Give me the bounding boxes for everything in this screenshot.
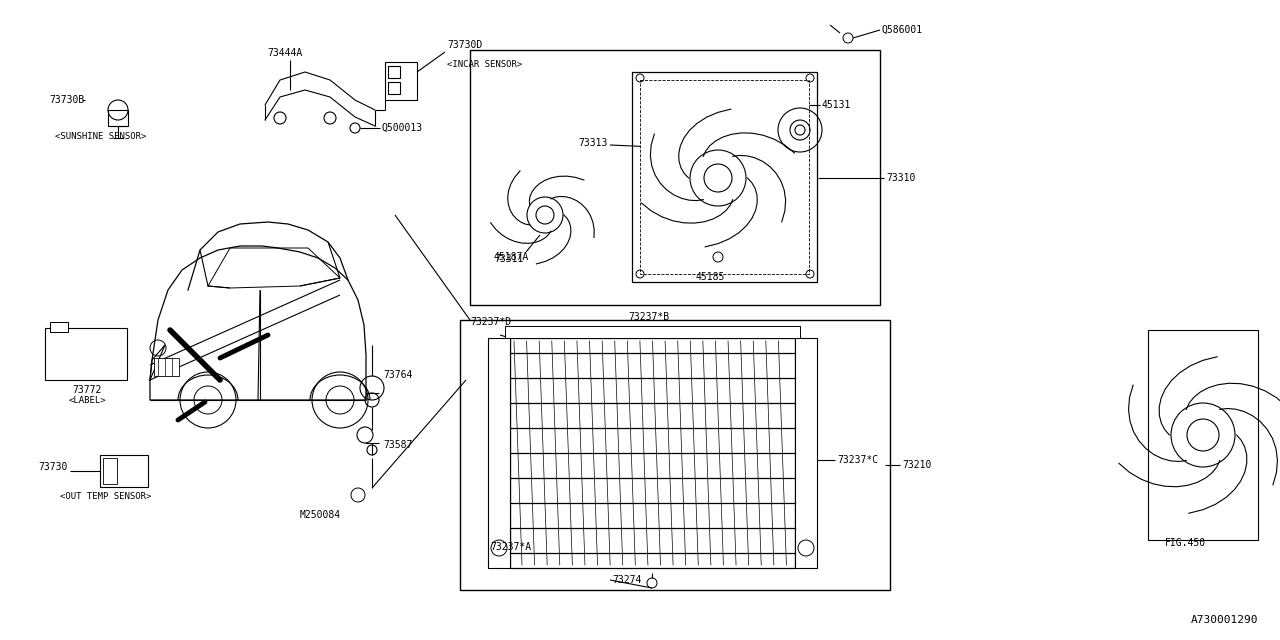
Bar: [488, 338, 509, 568]
Bar: [388, 66, 399, 78]
Bar: [460, 320, 890, 590]
Bar: [50, 322, 68, 332]
Bar: [632, 72, 817, 282]
Text: 73311: 73311: [494, 254, 524, 264]
Bar: [388, 82, 399, 94]
Text: 73310: 73310: [886, 173, 915, 183]
Text: 73730B: 73730B: [50, 95, 84, 105]
Bar: [470, 50, 881, 305]
Text: 45187A: 45187A: [494, 252, 529, 262]
Bar: [102, 458, 116, 484]
Text: 73237*C: 73237*C: [837, 455, 878, 465]
Text: A730001290: A730001290: [1190, 615, 1258, 625]
Bar: [1148, 330, 1258, 540]
Text: Q586001: Q586001: [882, 25, 923, 35]
Bar: [385, 62, 417, 100]
Bar: [45, 328, 127, 380]
Text: 73730D: 73730D: [447, 40, 483, 50]
Text: 73274: 73274: [612, 575, 641, 585]
Text: 45131: 45131: [822, 100, 851, 110]
Bar: [100, 455, 148, 487]
Text: 73237*A: 73237*A: [490, 542, 531, 552]
Text: 73730: 73730: [38, 462, 68, 472]
Text: 73764: 73764: [383, 370, 412, 380]
Text: Q500013: Q500013: [381, 123, 424, 133]
Bar: [795, 338, 817, 568]
Text: <LABEL>: <LABEL>: [68, 396, 106, 405]
Text: 73237*D: 73237*D: [470, 317, 511, 327]
Text: 73587: 73587: [383, 440, 412, 450]
Text: <OUT TEMP SENSOR>: <OUT TEMP SENSOR>: [60, 492, 151, 501]
Bar: [640, 80, 809, 274]
Bar: [108, 110, 128, 126]
Text: 73772: 73772: [72, 385, 101, 395]
Text: 45185: 45185: [695, 272, 724, 282]
Text: FIG.450: FIG.450: [1165, 538, 1206, 548]
Text: 73313: 73313: [579, 138, 608, 148]
Text: <INCAR SENSOR>: <INCAR SENSOR>: [447, 60, 522, 69]
Bar: [506, 326, 800, 338]
Text: 73210: 73210: [902, 460, 932, 470]
Text: 73237*B: 73237*B: [628, 312, 669, 322]
Bar: [154, 358, 179, 376]
Text: M250084: M250084: [300, 510, 340, 520]
Text: <SUNSHINE SENSOR>: <SUNSHINE SENSOR>: [55, 132, 146, 141]
Bar: [509, 338, 795, 568]
Text: 73444A: 73444A: [268, 48, 302, 58]
